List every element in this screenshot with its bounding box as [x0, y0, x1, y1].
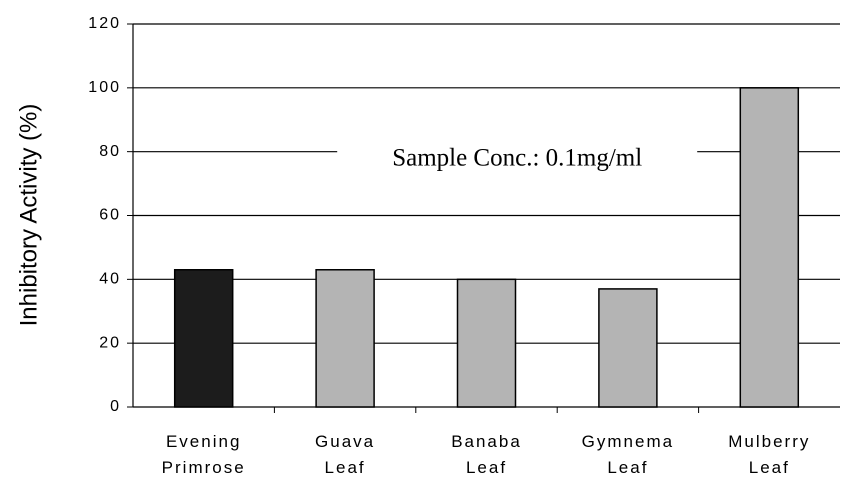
y-tick-label: 40 [99, 271, 121, 288]
y-axis-label: Inhibitory Activity (%) [15, 104, 42, 327]
bar [456, 278, 517, 408]
x-tick-label: Mulberry Leaf [728, 432, 811, 477]
bar [315, 269, 375, 408]
y-tick-label: 120 [88, 15, 121, 32]
y-tick-label: 20 [99, 334, 121, 351]
bar [173, 269, 234, 408]
y-tick-label: 80 [99, 143, 121, 160]
bar [598, 288, 658, 408]
x-tick-label: Banaba Leaf [451, 432, 522, 477]
annotation-backdrop [337, 140, 698, 180]
y-tick-label: 100 [88, 79, 121, 96]
bar [739, 87, 800, 408]
y-tick-label: 0 [110, 398, 121, 415]
y-tick-label: 60 [99, 207, 121, 224]
x-tick-label: Guava Leaf [315, 432, 376, 477]
annotation: Sample Conc.: 0.1mg/ml [392, 145, 642, 172]
x-tick-label: Gymnema Leaf [581, 432, 675, 477]
x-tick-label: Evening Primrose [161, 432, 246, 477]
